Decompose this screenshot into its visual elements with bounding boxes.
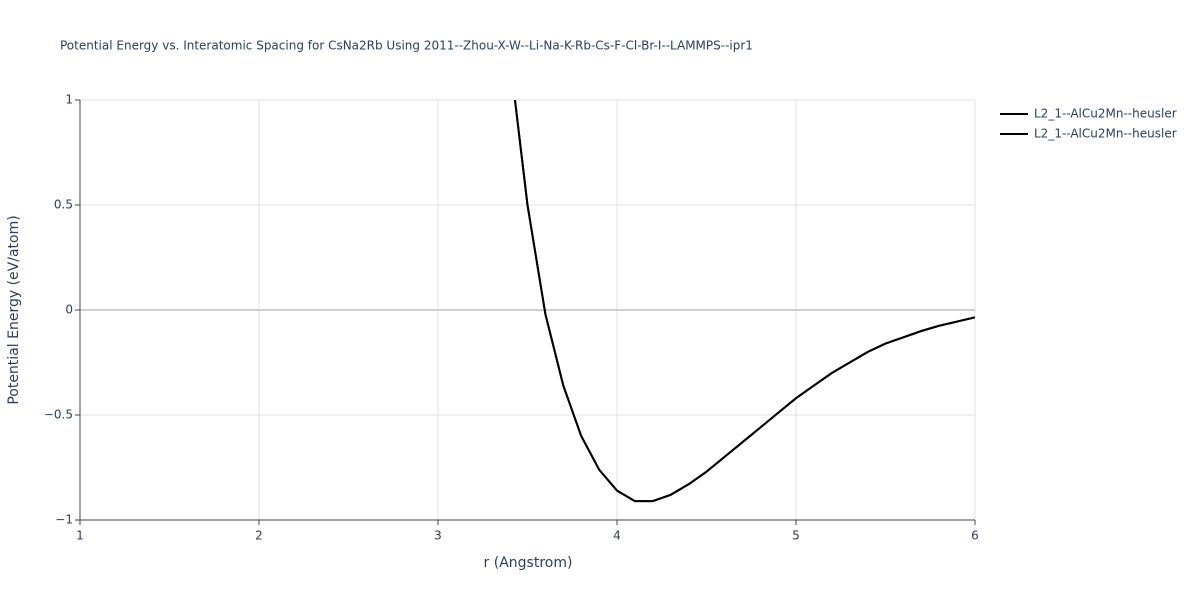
x-axis-title: r (Angstrom) (484, 555, 573, 571)
x-tick-label: 1 (76, 529, 84, 543)
y-tick-label: −0.5 (44, 408, 73, 422)
y-tick-label: 0.5 (54, 198, 73, 212)
x-tick-label: 4 (613, 529, 621, 543)
x-tick-label: 2 (255, 529, 263, 543)
y-tick-label: 1 (65, 93, 73, 107)
series-line (513, 100, 975, 503)
chart-title: Potential Energy vs. Interatomic Spacing… (60, 39, 753, 53)
x-tick-label: 3 (434, 529, 442, 543)
y-tick-label: 0 (65, 303, 73, 317)
y-axis-title: Potential Energy (eV/atom) (6, 215, 22, 404)
x-tick-label: 5 (792, 529, 800, 543)
x-tick-label: 6 (971, 529, 979, 543)
legend-label: L2_1--AlCu2Mn--heusler (1034, 127, 1177, 141)
legend-label: L2_1--AlCu2Mn--heusler (1034, 107, 1177, 121)
y-tick-label: −1 (55, 513, 73, 527)
